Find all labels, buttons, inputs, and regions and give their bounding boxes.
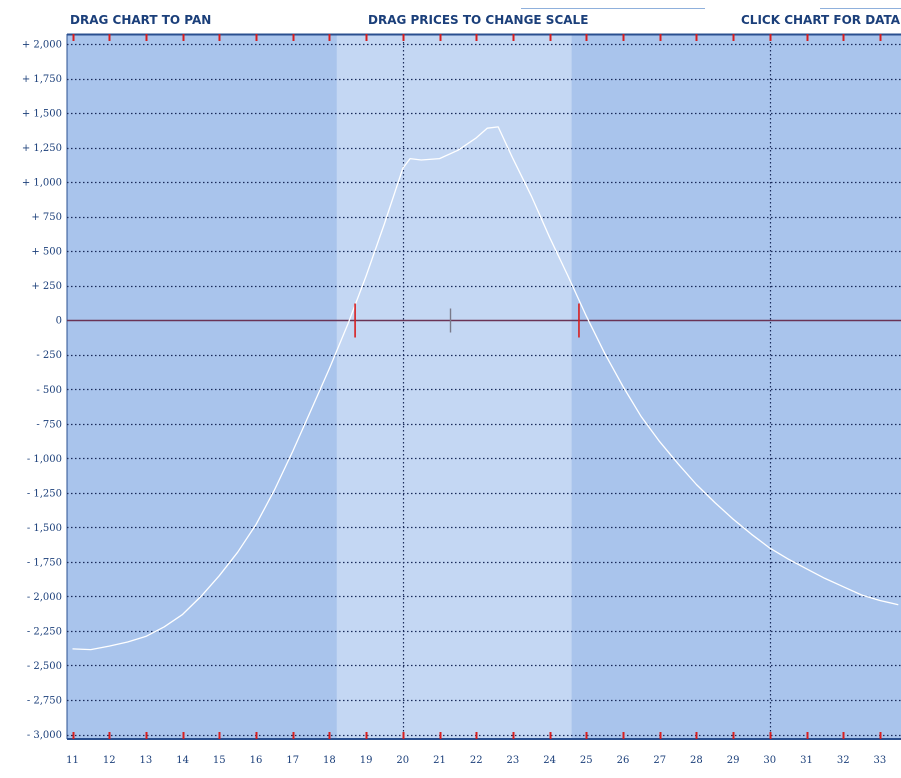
x-tick-label: 31 [800,755,813,766]
y-tick-label[interactable]: - 750 [36,419,62,430]
y-tick-label[interactable]: + 1,250 [22,143,62,154]
y-tick-label[interactable]: - 250 [36,350,62,361]
chart-toolbar: DRAG CHART TO PAN DRAG PRICES TO CHANGE … [0,0,901,32]
payoff-line [72,126,899,651]
y-tick-label[interactable]: - 1,000 [27,454,62,465]
x-tick-label: 24 [543,755,556,766]
x-tick-label: 28 [690,755,703,766]
y-tick-label[interactable]: + 1,750 [22,74,62,85]
inner-price-region [336,34,572,739]
y-tick-label[interactable]: + 1,500 [22,109,62,120]
x-tick-label: 29 [727,755,740,766]
x-tick-label: 19 [360,755,373,766]
x-tick-label: 14 [176,755,189,766]
y-tick-label[interactable]: + 750 [31,212,62,223]
x-tick-label: 20 [396,755,409,766]
y-tick-label[interactable]: - 500 [36,385,62,396]
x-tick-label: 12 [103,755,116,766]
x-tick-label: 30 [763,755,776,766]
y-tick-label[interactable]: - 2,500 [27,661,62,672]
x-tick-label: 32 [837,755,850,766]
x-tick-label: 13 [140,755,153,766]
y-tick-label[interactable]: - 3,000 [27,730,62,741]
y-tick-label[interactable]: + 1,000 [22,178,62,189]
toolbar-divider [820,8,901,9]
pan-hint: DRAG CHART TO PAN [70,13,212,27]
x-tick-label: 17 [286,755,299,766]
scale-hint: DRAG PRICES TO CHANGE SCALE [368,13,589,27]
toolbar-divider [521,8,705,9]
x-tick-label: 27 [653,755,666,766]
y-tick-label[interactable]: - 2,750 [27,695,62,706]
y-tick-label[interactable]: - 1,500 [27,523,62,534]
data-hint: CLICK CHART FOR DATA [741,13,901,27]
y-tick-label[interactable]: - 1,750 [27,557,62,568]
x-tick-label: 26 [617,755,630,766]
x-tick-label: 23 [507,755,520,766]
y-tick-label[interactable]: - 2,000 [27,592,62,603]
y-tick-label[interactable]: - 1,250 [27,488,62,499]
x-tick-label: 11 [66,755,79,766]
x-tick-label: 15 [213,755,226,766]
y-tick-label[interactable]: + 250 [31,281,62,292]
x-tick-label: 25 [580,755,593,766]
y-tick-label[interactable]: + 2,000 [22,40,62,51]
x-tick-label: 21 [433,755,446,766]
y-tick-label[interactable]: - 2,250 [27,626,62,637]
x-tick-label: 16 [250,755,263,766]
x-tick-label: 33 [874,755,887,766]
y-tick-label[interactable]: 0 [56,316,62,327]
price-scale[interactable]: + 2,000 + 1,750 + 1,500 + 1,250 + 1,000 + 750… [22,40,62,742]
x-tick-label: 22 [470,755,483,766]
y-tick-label[interactable]: + 500 [31,247,62,258]
x-tick-label: 18 [323,755,336,766]
